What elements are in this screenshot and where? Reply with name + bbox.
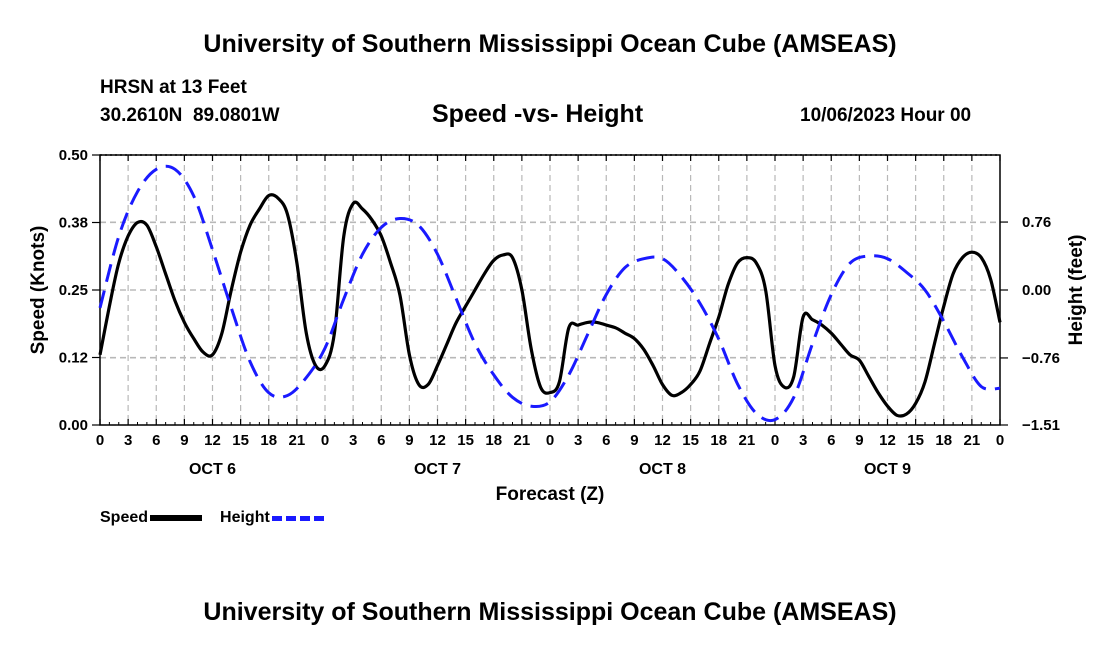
y2-tick-label: 0.00	[1022, 282, 1051, 299]
x-tick-label: 3	[124, 432, 132, 449]
chart-title: Speed -vs- Height	[432, 100, 644, 128]
legend-height: Height	[220, 509, 324, 527]
forecast-date: 10/06/2023 Hour 00	[800, 105, 972, 126]
legend-height-label: Height	[220, 509, 270, 526]
x-tick-label: 9	[180, 432, 188, 449]
x-tick-label: 9	[405, 432, 413, 449]
day-label: OCT 8	[639, 461, 686, 478]
x-tick-label: 0	[321, 432, 329, 449]
x-tick-label: 15	[682, 432, 699, 449]
x-tick-label: 6	[602, 432, 610, 449]
day-label: OCT 7	[414, 461, 461, 478]
y-tick-label: 0.38	[59, 215, 88, 232]
x-tick-label: 12	[429, 432, 446, 449]
legend-height-swatch	[271, 515, 324, 521]
legend: Speed Height	[100, 509, 342, 527]
y-tick-label: 0.12	[59, 350, 88, 367]
x-tick-label: 9	[855, 432, 863, 449]
x-tick-label: 12	[879, 432, 896, 449]
x-tick-label: 18	[485, 432, 502, 449]
x-tick-label: 0	[996, 432, 1004, 449]
x-tick-label: 6	[377, 432, 385, 449]
x-tick-label: 21	[289, 432, 306, 449]
day-label: OCT 6	[189, 461, 236, 478]
x-tick-label: 12	[204, 432, 221, 449]
speed-series-line	[98, 193, 1002, 418]
x-tick-label: 18	[935, 432, 952, 449]
x-tick-label: 3	[349, 432, 357, 449]
footer-title: University of Southern Mississippi Ocean…	[203, 598, 897, 626]
y2-tick-label: −0.76	[1022, 350, 1060, 367]
station-name: HRSN at 13 Feet	[100, 77, 247, 98]
main-title: University of Southern Mississippi Ocean…	[203, 30, 897, 58]
x-tick-label: 3	[574, 432, 582, 449]
longitude: 89.0801W	[192, 105, 280, 126]
day-label: OCT 9	[864, 461, 911, 478]
x-tick-label: 0	[771, 432, 779, 449]
y-tick-label: 0.50	[59, 147, 88, 164]
x-tick-label: 18	[260, 432, 277, 449]
y2-axis-label: Height (feet)	[1066, 235, 1087, 346]
x-tick-label: 15	[232, 432, 249, 449]
x-tick-label: 0	[96, 432, 104, 449]
latitude: 30.2610N	[100, 105, 183, 126]
legend-speed-swatch	[150, 515, 203, 521]
x-tick-label: 6	[152, 432, 160, 449]
x-tick-label: 18	[710, 432, 727, 449]
legend-speed-label: Speed	[100, 509, 149, 526]
x-tick-label: 21	[739, 432, 756, 449]
y-axis-label: Speed (Knots)	[28, 226, 49, 355]
y2-tick-label: −1.51	[1022, 417, 1060, 434]
x-tick-label: 21	[964, 432, 981, 449]
x-tick-label: 12	[654, 432, 671, 449]
x-tick-label: 3	[799, 432, 807, 449]
x-tick-label: 9	[630, 432, 638, 449]
y2-tick-label: 0.76	[1022, 214, 1051, 231]
x-axis-label: Forecast (Z)	[496, 484, 605, 505]
x-tick-label: 15	[457, 432, 474, 449]
x-tick-label: 0	[546, 432, 554, 449]
y-tick-label: 0.00	[59, 417, 88, 434]
y-tick-label: 0.25	[59, 282, 88, 299]
speed-height-chart: 0 3 6 9 12 15 18 21 0 3 6 9 12 15 18 21 0 3 6 9 12 15 18 21 0 3 6 9…	[28, 147, 1087, 505]
legend-speed: Speed	[100, 509, 203, 527]
height-series-line	[98, 164, 1001, 423]
x-tick-label: 21	[514, 432, 531, 449]
x-tick-label: 15	[907, 432, 924, 449]
x-tick-label: 6	[827, 432, 835, 449]
station-coordinates: 30.2610N 89.0801W	[100, 105, 280, 127]
